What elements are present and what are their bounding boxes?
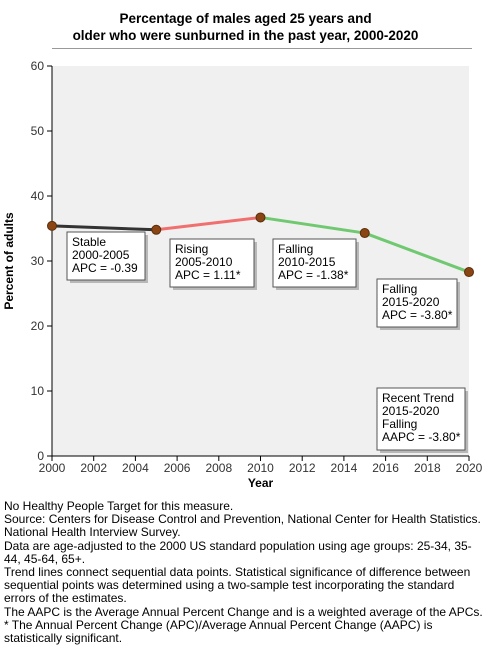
annotation-frame <box>272 238 357 288</box>
annotation-text: APC = -0.39 <box>72 261 138 275</box>
x-tick-label: 2006 <box>164 461 191 475</box>
x-tick-label: 2020 <box>456 461 483 475</box>
data-point <box>47 220 57 231</box>
annotation-text: 2015-2020 <box>382 295 440 309</box>
data-point <box>151 224 162 235</box>
y-tick-label: 40 <box>31 189 45 203</box>
x-axis-label: Year <box>248 476 274 490</box>
y-tick-label: 10 <box>31 384 45 398</box>
annotation-text: 2015-2020 <box>382 404 440 418</box>
annotation-text: Falling <box>382 417 417 431</box>
note-target: No Healthy People Target for this measur… <box>4 499 234 513</box>
note-source: Source: Centers for Disease Control and … <box>4 512 481 540</box>
annotation-text: APC = 1.11* <box>175 268 241 282</box>
trend-segment <box>364 231 470 274</box>
x-tick-label: 2004 <box>122 461 149 475</box>
x-tick-label: 2008 <box>205 461 232 475</box>
y-axis-label: Percent of adults <box>2 212 16 310</box>
annotation-frame <box>376 278 458 328</box>
note-trend-lines: Trend lines connect sequential data poin… <box>4 565 471 606</box>
note-significance: * The Annual Percent Change (APC)/Averag… <box>4 617 433 646</box>
y-tick-label: 50 <box>31 124 45 138</box>
annotation-text: 2005-2010 <box>175 255 233 269</box>
data-points <box>47 212 474 278</box>
x-tick-label: 2016 <box>372 461 399 475</box>
trend-segment <box>51 224 157 232</box>
note-aapc: The AAPC is the Average Annual Percent C… <box>4 604 483 619</box>
note-age-adjust: Data are age-adjusted to the 2000 US sta… <box>4 538 472 566</box>
data-point <box>255 212 266 223</box>
x-tick-label: 2014 <box>331 461 358 475</box>
y-tick-label: 60 <box>31 59 45 73</box>
annotation-text: Falling <box>278 242 313 256</box>
annotation-text: APC = -1.38* <box>278 268 349 282</box>
annotation-text: Falling <box>382 282 417 296</box>
trend-lines <box>51 215 470 274</box>
annotation-text: Rising <box>175 242 208 256</box>
y-tick-label: 30 <box>31 254 45 268</box>
trend-segment <box>156 215 261 232</box>
data-point <box>359 228 370 239</box>
annotation-text: 2010-2015 <box>278 255 336 269</box>
annotation-text: Recent Trend <box>382 391 454 405</box>
annotation-frame <box>376 387 466 451</box>
y-axis: 0 10 20 30 40 50 60 <box>31 59 53 463</box>
annotation-frame <box>66 231 146 281</box>
x-tick-label: 2018 <box>414 461 441 475</box>
y-tick-label: 0 <box>37 449 44 463</box>
annotation-frame <box>169 238 255 288</box>
y-tick-label: 20 <box>31 319 45 333</box>
x-tick-label: 2012 <box>289 461 316 475</box>
annotation-text: Stable <box>72 235 106 249</box>
data-point <box>464 267 474 278</box>
annotation-text: AAPC = -3.80* <box>382 430 461 444</box>
x-tick-label: 2000 <box>39 461 66 475</box>
chart-title: Percentage of males aged 25 years and ol… <box>72 11 419 43</box>
annotation-text: APC = -3.80* <box>382 308 453 322</box>
footnotes: No Healthy People Target for this measur… <box>4 499 488 646</box>
title-divider <box>52 48 472 49</box>
annotation-text: 2000-2005 <box>72 248 130 262</box>
trend-segment <box>260 215 365 235</box>
x-tick-label: 2010 <box>247 461 274 475</box>
x-tick-label: 2002 <box>80 461 107 475</box>
x-axis: 2000 2002 2004 2006 2008 2010 2012 2014 2016 2018… <box>39 455 483 475</box>
